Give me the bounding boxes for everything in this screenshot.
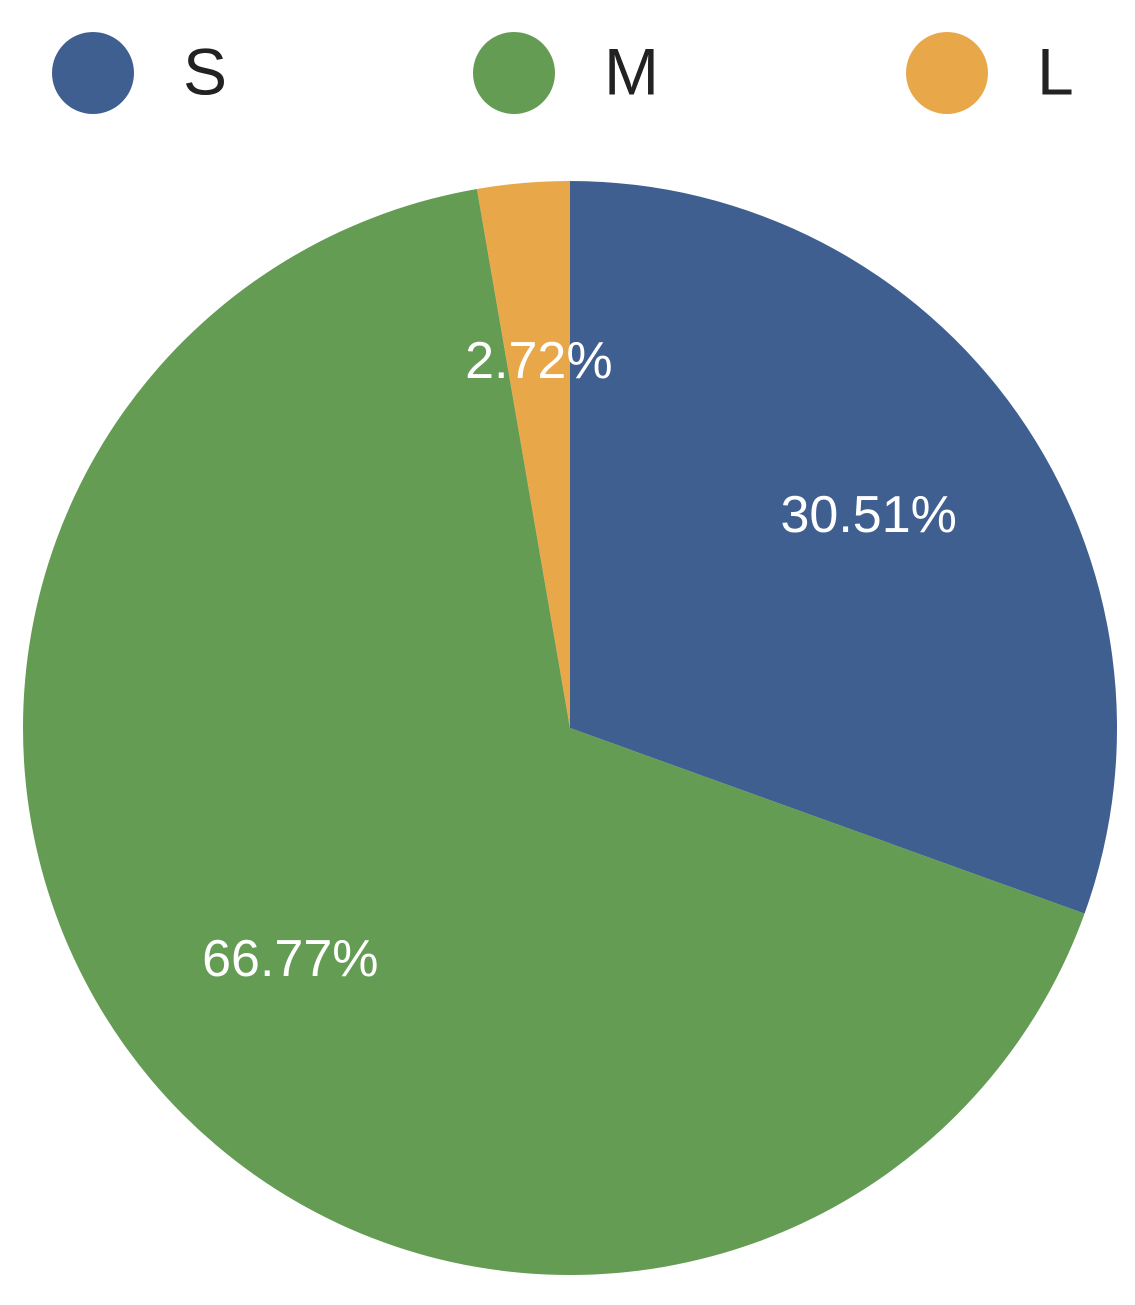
data-label: 2.72% [465, 332, 612, 390]
legend-marker [52, 32, 134, 114]
legend-marker [473, 32, 555, 114]
legend-label: S [183, 34, 227, 108]
legend-marker [906, 32, 988, 114]
data-label: 66.77% [202, 930, 378, 988]
pie-slice [570, 181, 1118, 914]
pie-slice [23, 188, 1085, 1276]
data-label: 30.51% [781, 486, 957, 544]
legend-label: M [604, 34, 659, 108]
pie-slice [476, 181, 570, 728]
legend-label: L [1037, 34, 1074, 108]
